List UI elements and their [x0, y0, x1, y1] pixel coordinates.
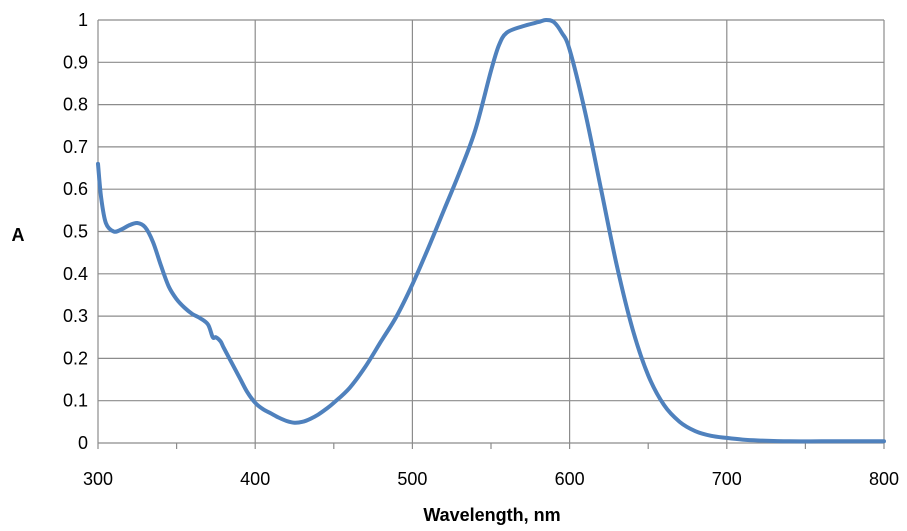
absorbance-series-line: [96, 18, 886, 444]
tick-labels: 0 0.1 0.2 0.3 0.4 0.5 0.6 0.7 0.8 0.9 1 300 400 500 60…: [63, 10, 899, 489]
x-axis-title: Wavelength, nm: [423, 505, 560, 525]
x-tick-label: 500: [397, 469, 427, 489]
y-tick-label: 0.4: [63, 264, 88, 284]
x-tick-label: 600: [555, 469, 585, 489]
y-tick-label: 0.3: [63, 306, 88, 326]
axes: [97, 442, 885, 449]
y-tick-label: 0.9: [63, 52, 88, 72]
y-tick-label: 0.2: [63, 348, 88, 368]
x-tick-label: 300: [83, 469, 113, 489]
y-tick-label: 0.1: [63, 391, 88, 411]
y-tick-label: 0.6: [63, 179, 88, 199]
series-layer: [96, 18, 886, 444]
x-tick-label: 700: [712, 469, 742, 489]
gridlines: [97, 19, 885, 443]
y-tick-label: 0: [78, 433, 88, 453]
y-tick-label: 0.8: [63, 95, 88, 115]
y-tick-label: 0.5: [63, 222, 88, 242]
x-tick-label: 800: [869, 469, 899, 489]
y-tick-label: 1: [78, 10, 88, 30]
y-tick-label: 0.7: [63, 137, 88, 157]
y-axis-title: A: [12, 225, 25, 245]
x-tick-label: 400: [240, 469, 270, 489]
